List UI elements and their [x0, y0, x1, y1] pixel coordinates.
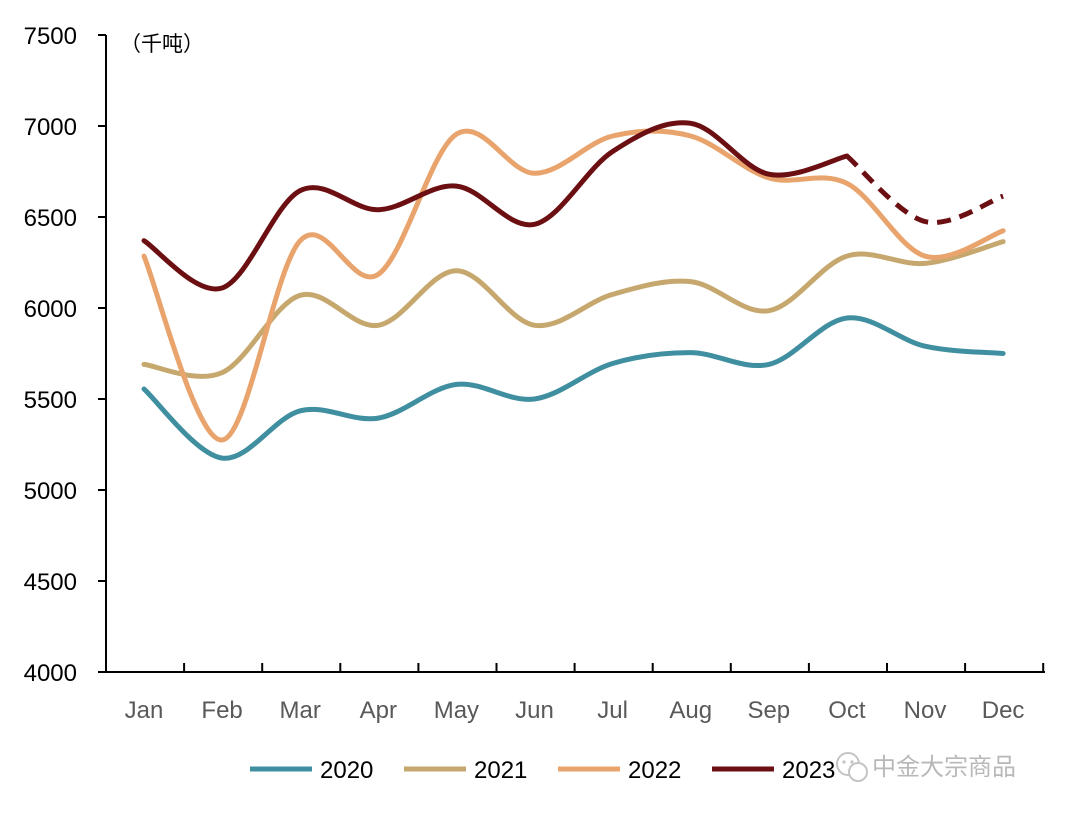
x-tick-label: May — [434, 697, 479, 724]
x-tick-label: Jul — [597, 697, 628, 724]
legend-item-2021: 2021 — [404, 757, 527, 784]
legend-label: 2022 — [628, 757, 681, 784]
y-tick-label: 6500 — [24, 205, 77, 232]
series-2023 — [141, 120, 1005, 292]
y-tick-label: 6000 — [24, 296, 77, 323]
legend-item-2022: 2022 — [558, 757, 681, 784]
y-tick-label: 5500 — [24, 387, 77, 414]
legend-item-2020: 2020 — [250, 757, 373, 784]
y-tick-label: 4000 — [24, 660, 77, 687]
legend-item-2023: 2023 — [712, 757, 835, 784]
series-line-2020 — [141, 315, 1006, 461]
y-tick-label: 5000 — [24, 478, 77, 505]
series-line-2022 — [141, 128, 1006, 443]
y-tick-label: 7000 — [24, 114, 77, 141]
unit-label: （千吨） — [120, 32, 204, 56]
series-2022 — [141, 128, 1006, 443]
watermark: 中金大宗商品 — [836, 752, 1016, 782]
series-line-2021 — [141, 239, 1006, 379]
y-tick-label: 7500 — [24, 23, 77, 50]
x-tick-label: Jun — [515, 697, 554, 724]
wechat-icon — [836, 752, 868, 782]
x-tick-label: Oct — [828, 697, 866, 724]
legend-label: 2021 — [474, 757, 527, 784]
x-tick-label: Feb — [201, 697, 242, 724]
x-tick-label: Dec — [982, 697, 1025, 724]
y-tick-label: 4500 — [24, 569, 77, 596]
y-axis-ticks: 4000 4500 5000 5500 6000 6500 7000 7500 — [24, 23, 106, 687]
x-tick-label: Apr — [360, 697, 397, 724]
series-2020 — [141, 315, 1006, 461]
legend-label: 2023 — [782, 757, 835, 784]
x-tick-label: Sep — [747, 697, 790, 724]
x-tick-label: Mar — [280, 697, 321, 724]
watermark-text: 中金大宗商品 — [872, 753, 1016, 781]
series-lines — [141, 120, 1006, 461]
x-tick-label: Aug — [669, 697, 712, 724]
x-axis-ticks: Jan Feb Mar Apr May Jun Jul Aug Sep Oct Nov Dec — [105, 663, 1045, 724]
legend-label: 2020 — [320, 757, 373, 784]
series-forecast-line-2023 — [845, 154, 1005, 226]
x-tick-label: Jan — [125, 697, 164, 724]
series-2021 — [141, 239, 1006, 379]
series-line-2023 — [141, 120, 850, 292]
x-tick-label: Nov — [904, 697, 947, 724]
legend: 2020 2021 2022 2023 — [250, 757, 835, 784]
